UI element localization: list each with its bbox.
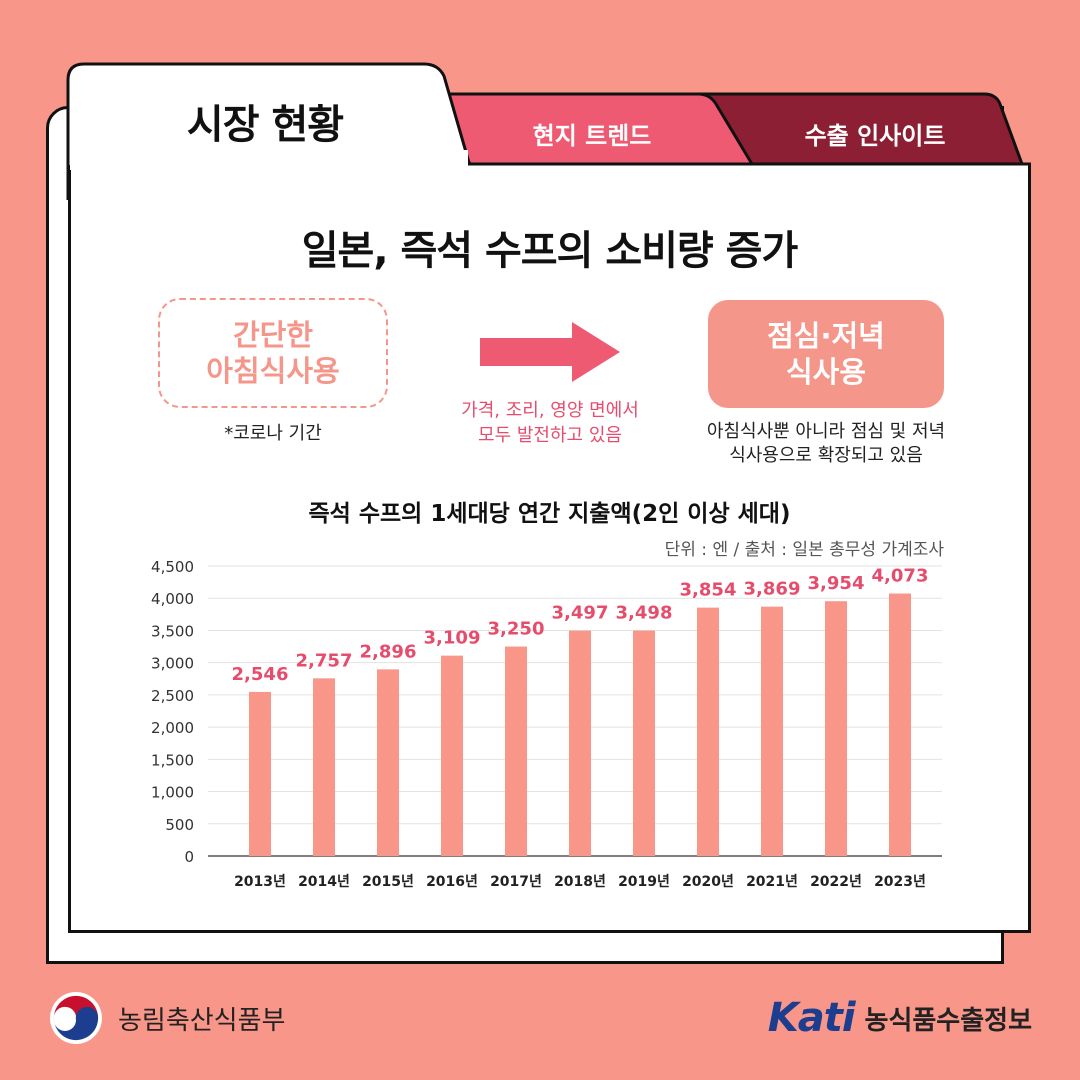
- y-tick-label: 2,500: [151, 687, 194, 705]
- tab-joint: [66, 80, 1031, 200]
- before-note: *코로나 기간: [224, 423, 322, 444]
- kati-logo: Kati 농식품수출정보: [768, 995, 1032, 1041]
- x-tick-label: 2019년: [618, 874, 670, 890]
- y-tick-label: 4,000: [151, 590, 194, 608]
- taegeuk-icon: [50, 992, 102, 1044]
- data-label: 3,869: [744, 579, 801, 600]
- after-line1: 점심·저녁: [767, 318, 885, 353]
- bar: [761, 606, 783, 856]
- x-tick-label: 2016년: [426, 874, 478, 890]
- bar: [377, 669, 399, 856]
- bar: [825, 601, 847, 856]
- bar: [569, 630, 591, 856]
- y-tick-label: 0: [184, 848, 194, 866]
- y-tick-label: 3,500: [151, 622, 194, 640]
- x-tick-label: 2018년: [554, 874, 606, 890]
- before-box: 간단한 아침식사용: [158, 298, 388, 408]
- chart-title: 즉석 수프의 1세대당 연간 지출액(2인 이상 세대): [308, 501, 791, 527]
- arrow-note: 가격, 조리, 영양 면에서 모두 발전하고 있음: [420, 398, 680, 448]
- bar: [889, 593, 911, 856]
- y-tick-label: 1,000: [151, 784, 194, 802]
- y-tick-label: 500: [165, 816, 194, 834]
- arrow-note-line2: 모두 발전하고 있음: [478, 425, 622, 447]
- chart-source: 단위 : 엔 / 출처 : 일본 총무성 가계조사: [664, 540, 944, 560]
- before-line1: 간단한: [232, 317, 314, 352]
- data-label: 3,854: [680, 580, 737, 601]
- after-box: 점심·저녁 식사용: [708, 300, 944, 408]
- x-tick-label: 2014년: [298, 874, 350, 890]
- bar: [697, 607, 719, 856]
- after-note-line2: 식사용으로 확장되고 있음: [729, 445, 923, 467]
- x-tick-label: 2017년: [490, 874, 542, 890]
- tab-export-insight[interactable]: 수출 인사이트: [804, 122, 946, 150]
- data-label: 3,497: [552, 603, 609, 624]
- arrow-note-line1: 가격, 조리, 영양 면에서: [461, 400, 639, 421]
- bar: [441, 655, 463, 856]
- tab-local-trend[interactable]: 현지 트렌드: [532, 122, 652, 150]
- bar: [249, 691, 271, 856]
- ministry-logo: 농림축산식품부: [48, 990, 285, 1046]
- tab-active-shape: [66, 62, 472, 172]
- x-tick-label: 2023년: [874, 874, 926, 890]
- tab-market-status[interactable]: 시장 현황: [186, 102, 344, 148]
- data-label: 3,109: [424, 628, 481, 649]
- before-line2: 아침식사용: [206, 354, 340, 388]
- x-tick-label: 2020년: [682, 874, 734, 890]
- x-tick-label: 2022년: [810, 874, 862, 890]
- after-note: 아침식사뿐 아니라 점심 및 저녁 식사용으로 확장되고 있음: [680, 420, 972, 469]
- data-label: 2,546: [232, 664, 289, 685]
- after-note-line1: 아침식사뿐 아니라 점심 및 저녁: [706, 421, 946, 442]
- data-label: 3,498: [616, 603, 673, 624]
- data-label: 2,896: [360, 641, 417, 662]
- x-tick-label: 2015년: [362, 874, 414, 890]
- y-tick-label: 4,500: [151, 558, 194, 576]
- bar-chart: 0 500 1,000 1,500 2,000 2,500 3,000 3,500 4,000 4…: [151, 558, 942, 890]
- bar: [633, 630, 655, 856]
- tab-shapes: [66, 62, 1025, 172]
- x-tick-label: 2021년: [746, 874, 798, 890]
- arrow-right-icon: [480, 322, 620, 382]
- bar: [313, 678, 335, 856]
- data-label: 4,073: [872, 566, 929, 587]
- data-label: 3,954: [808, 573, 865, 594]
- y-tick-label: 3,000: [151, 655, 194, 673]
- main-card: [68, 165, 1031, 933]
- y-tick-label: 1,500: [151, 751, 194, 769]
- data-label: 2,757: [296, 650, 353, 671]
- bar: [505, 646, 527, 856]
- page-title: 일본, 즉석 수프의 소비량 증가: [301, 228, 799, 274]
- data-label: 3,250: [488, 619, 545, 640]
- kati-wordmark: Kati: [767, 995, 856, 1041]
- after-line2: 식사용: [785, 355, 867, 389]
- kati-name: 농식품수출정보: [864, 1005, 1032, 1036]
- y-tick-label: 2,000: [151, 719, 194, 737]
- x-tick-label: 2013년: [234, 874, 286, 890]
- ministry-name: 농림축산식품부: [118, 1005, 286, 1036]
